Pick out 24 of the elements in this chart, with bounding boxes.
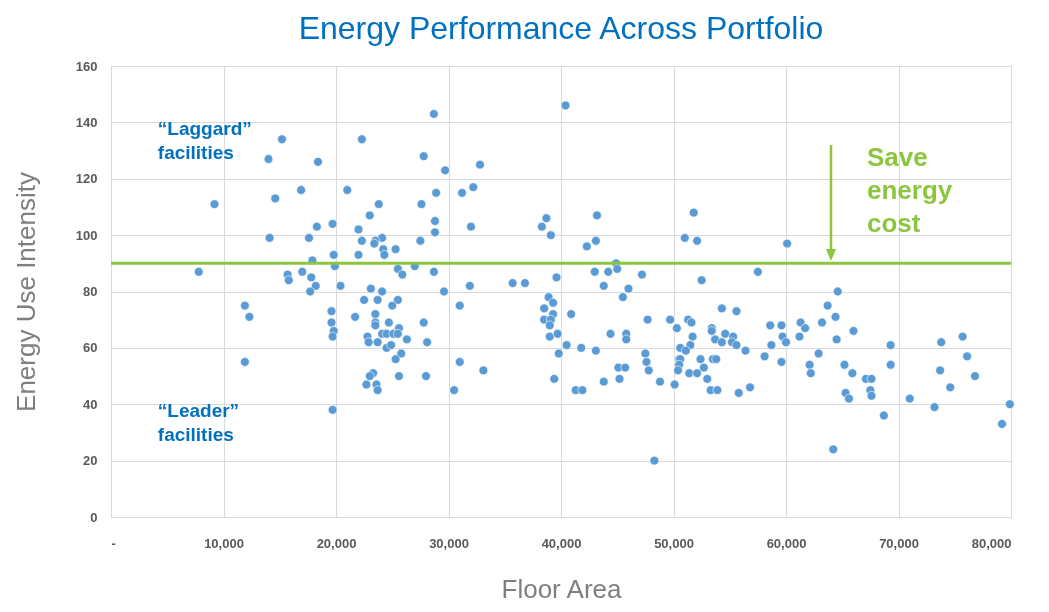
y-tick-label: 160	[75, 58, 98, 74]
y-tick-label: 40	[83, 396, 98, 412]
y-tick-label: 120	[75, 171, 98, 187]
y-tick-label: 20	[83, 453, 98, 469]
chart-title: Energy Performance Across Portfolio	[298, 10, 824, 46]
annotation: “Leader” facilities	[157, 399, 240, 445]
x-tick-label: 20,000	[316, 535, 357, 551]
x-tick-label: 10,000	[204, 535, 244, 551]
y-tick-label: 60	[83, 340, 98, 356]
y-tick-label: 100	[75, 227, 98, 243]
x-tick-label: 50,000	[654, 535, 694, 551]
x-tick-label: 40,000	[541, 535, 582, 551]
annotation: “Laggard” facilities	[157, 118, 252, 164]
y-tick-label: 140	[75, 114, 98, 130]
x-tick-label: 60,000	[766, 535, 807, 551]
y-tick-label: 0	[90, 509, 98, 525]
y-axis-title: Energy Use Intensity	[10, 172, 41, 412]
x-tick-label: 70,000	[879, 535, 919, 551]
y-tick-label: 80	[83, 284, 98, 299]
x-tick-label: 30,000	[429, 535, 469, 551]
ref-line-label: Save energy cost	[867, 142, 953, 239]
x-axis-title: Floor Area	[501, 573, 623, 604]
x-tick-label: 80,000	[971, 535, 1012, 551]
x-tick-label: -	[111, 535, 116, 551]
